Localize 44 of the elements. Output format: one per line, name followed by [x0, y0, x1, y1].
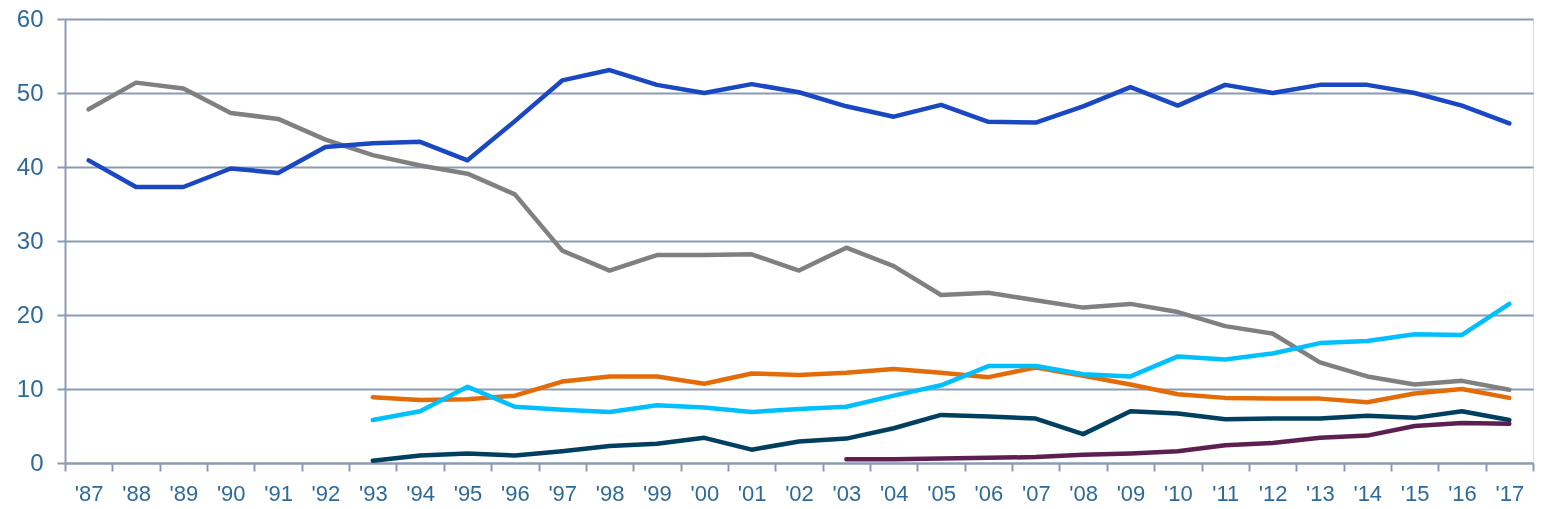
line-series — [370, 408, 1512, 464]
x-tick-label: '16 — [1448, 480, 1477, 506]
x-tick-label: '98 — [595, 480, 625, 506]
y-tick-label: 50 — [16, 78, 44, 106]
y-tick-label: 10 — [16, 374, 44, 402]
x-tick-label: '00 — [690, 480, 720, 506]
x-tick-label: '17 — [1495, 480, 1525, 506]
x-tick-label: '05 — [927, 480, 956, 506]
x-tick-label: '09 — [1116, 480, 1146, 506]
x-tick-label: '88 — [122, 480, 151, 506]
x-tick-label: '87 — [74, 480, 104, 506]
x-tick-label: '89 — [169, 480, 199, 506]
x-tick-label: '01 — [737, 480, 767, 506]
x-tick-label: '15 — [1400, 480, 1430, 506]
x-tick-label: '11 — [1212, 480, 1240, 506]
x-tick-label: '97 — [548, 480, 578, 506]
x-tick-label: '04 — [879, 480, 909, 506]
x-tick-label: '99 — [643, 480, 672, 506]
y-tick-label: 30 — [16, 226, 44, 254]
x-tick-label: '91 — [264, 480, 293, 506]
x-tick-label: '94 — [406, 480, 435, 506]
x-tick-label: '14 — [1353, 480, 1383, 506]
y-tick-label: 40 — [16, 152, 44, 180]
x-tick-label: '12 — [1258, 480, 1288, 506]
x-tick-label: '95 — [453, 480, 483, 506]
x-tick-label: '10 — [1164, 480, 1193, 506]
line-series — [86, 80, 1512, 392]
x-tick-label: '08 — [1069, 480, 1098, 506]
x-tick-label: '13 — [1306, 480, 1335, 506]
x-tick-label: '93 — [358, 480, 388, 506]
line-series — [370, 365, 1512, 405]
x-tick-label: '92 — [311, 480, 341, 506]
line-series — [844, 420, 1512, 462]
x-tick-label: '03 — [832, 480, 862, 506]
x-tick-label: '96 — [501, 480, 530, 506]
x-tick-label: '90 — [216, 480, 246, 506]
y-tick-label: 60 — [16, 4, 44, 32]
y-tick-label: 0 — [30, 448, 44, 476]
x-tick-label: '02 — [785, 480, 814, 506]
line-series — [86, 67, 1512, 190]
y-tick-label: 20 — [16, 300, 44, 328]
line-series — [370, 301, 1512, 423]
x-tick-label: '06 — [974, 480, 1004, 506]
x-tick-label: '07 — [1021, 480, 1051, 506]
